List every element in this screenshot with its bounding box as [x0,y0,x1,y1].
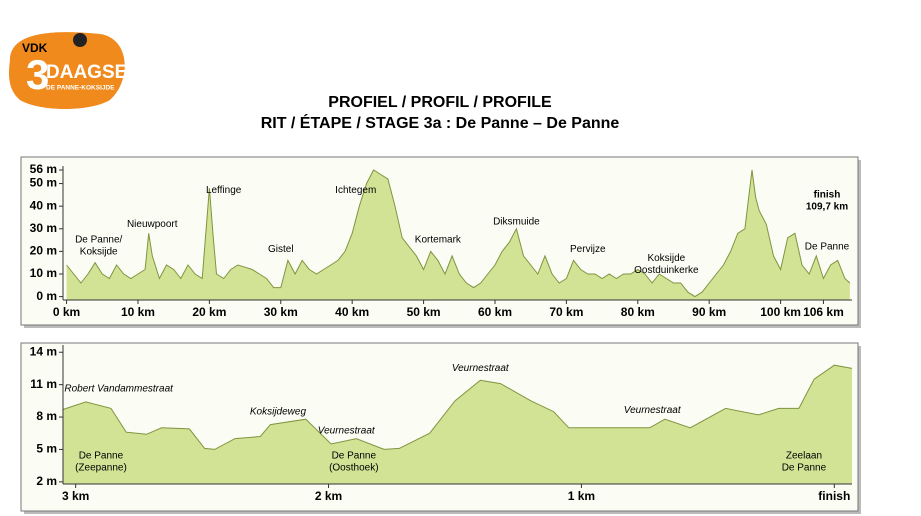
x-tick-label: 0 km [53,305,80,319]
annotation: Veurnestraat [452,363,510,374]
logo-number: 3 [26,51,49,98]
y-tick-label: 14 m [30,344,57,358]
logo-name: DAAGSE [46,62,127,83]
x-tick-label: 80 km [621,305,655,319]
y-tick-label: 5 m [36,442,57,456]
x-tick-label: 10 km [121,305,155,319]
annotation: Robert Vandammestraat [64,384,174,395]
annotation: 109,7 km [806,202,848,213]
elevation-line [66,169,851,298]
logo-shape [9,32,125,109]
y-tick-label: 30 m [30,221,57,235]
x-tick-label: 90 km [692,305,726,319]
x-tick-label: 30 km [264,305,298,319]
x-tick-label: 3 km [62,489,89,503]
logo-place: DE PANNE-KOKSIJDE [46,85,115,92]
y-tick-label: 10 m [30,266,57,280]
elevation-area [66,170,850,300]
annotation: Koksijde [80,247,118,258]
elevation-area [63,365,852,484]
annotation: De Panne/ [75,235,122,246]
y-tick-label: 56 m [30,162,57,176]
x-tick-label: 60 km [478,305,512,319]
annotation: Veurnestraat [318,426,376,437]
x-tick-label: 2 km [315,489,342,503]
elevation-line [62,364,853,450]
annotation: Leffinge [206,185,242,196]
y-tick-label: 11 m [30,377,57,391]
annotation: Oostduinkerke [634,265,699,276]
logo-brand: VDK [22,41,48,55]
annotation: Pervijze [570,244,606,255]
annotation: De Panne [782,463,827,474]
annotation: Veurnestraat [624,405,682,416]
annotation: finish [814,190,841,201]
x-tick-label: 1 km [568,489,595,503]
annotation: Koksijde [647,253,685,264]
y-tick-label: 20 m [30,244,57,258]
annotation: (Oosthoek) [329,463,378,474]
y-tick-label: 0 m [36,289,57,303]
annotation: Koksijdeweg [250,406,307,417]
annotation: Kortemark [415,235,462,246]
y-tick-label: 8 m [36,409,57,423]
annotation: Zeelaan [786,451,822,462]
annotation: Nieuwpoort [127,219,178,230]
x-tick-label: 100 km [760,305,801,319]
title: PROFIEL / PROFIL / PROFILE [328,94,552,111]
annotation: (Zeepanne) [75,463,127,474]
annotation: De Panne [79,451,124,462]
x-tick-label: 50 km [407,305,441,319]
annotation: De Panne [805,242,850,253]
logo-dot [73,33,87,47]
x-tick-label: 106 km [803,305,844,319]
y-tick-label: 50 m [30,176,57,190]
x-tick-label: 20 km [192,305,226,319]
x-tick-label: 70 km [549,305,583,319]
y-tick-label: 2 m [36,474,57,488]
annotation: De Panne [332,451,377,462]
subtitle: RIT / ÉTAPE / STAGE 3a : De Panne – De P… [261,113,620,132]
logo: VDK 3 DAAGSE DE PANNE-KOKSIJDE [9,32,127,109]
y-tick-label: 40 m [30,198,57,212]
annotation: Ichtegem [335,185,376,196]
x-tick-label: finish [818,489,850,503]
annotation: Diksmuide [493,217,540,228]
x-tick-label: 40 km [335,305,369,319]
annotation: Gistel [268,244,294,255]
